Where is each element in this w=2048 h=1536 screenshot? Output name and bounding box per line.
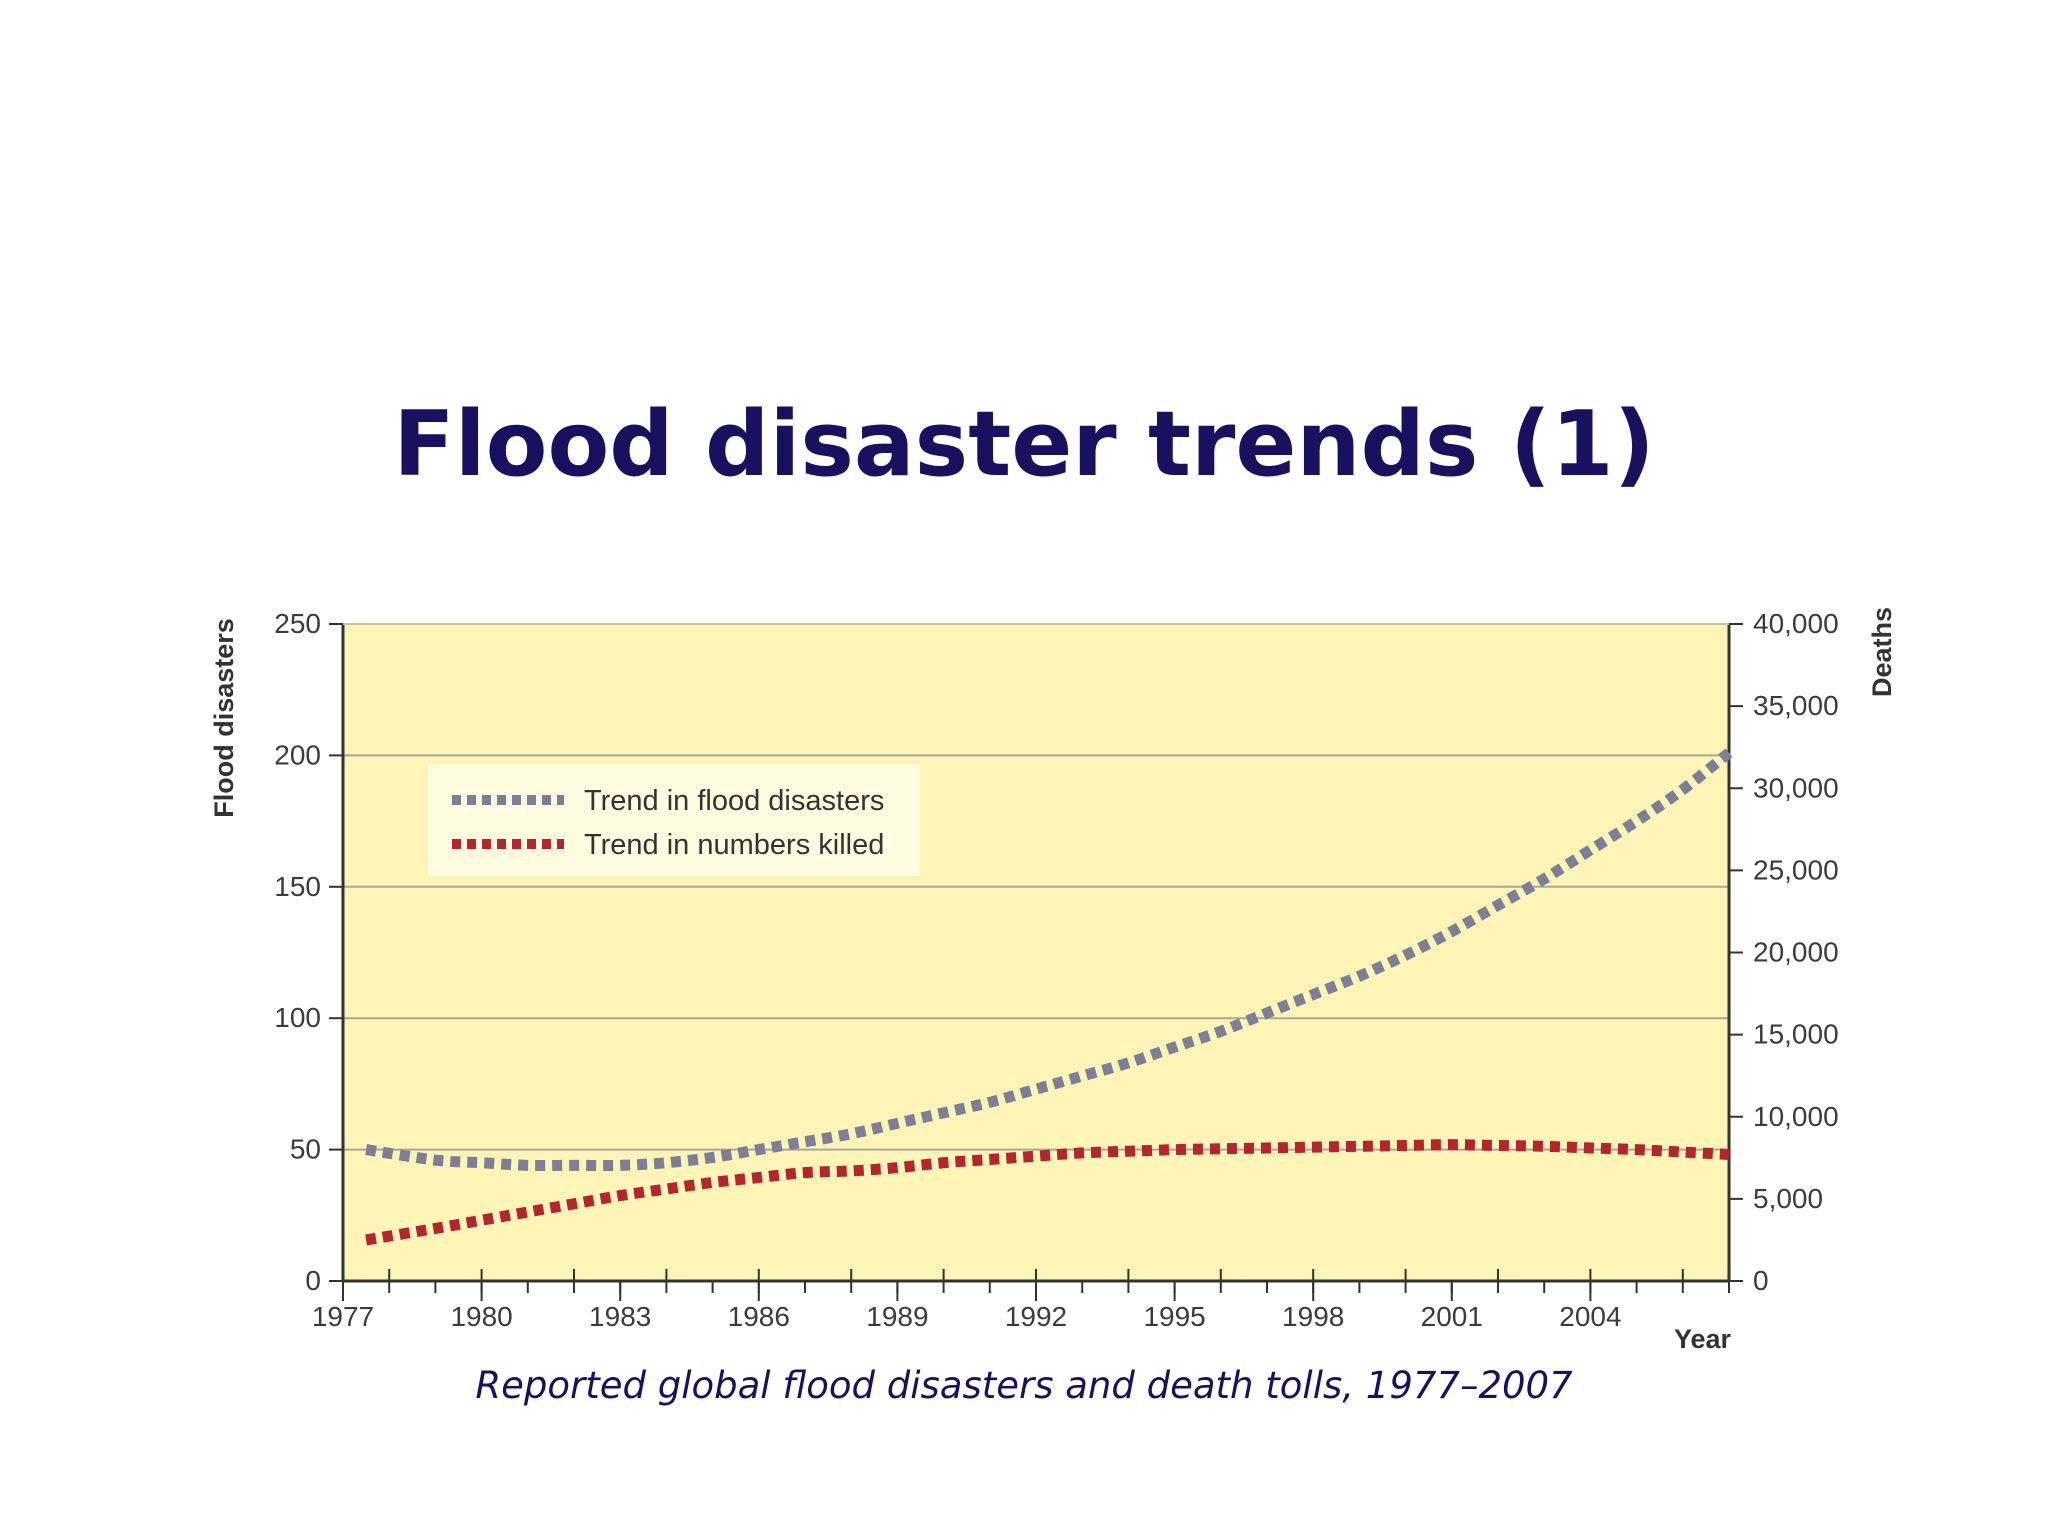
y2-tick-label: 5,000 — [1753, 1183, 1823, 1214]
y2-tick-label: 20,000 — [1753, 937, 1839, 968]
slide-title: Flood disaster trends (1) — [393, 392, 1655, 497]
legend-label-flood: Trend in flood disasters — [584, 785, 884, 817]
y2-tick-label: 40,000 — [1753, 608, 1839, 639]
chart-caption: Reported global flood disasters and deat… — [475, 1364, 1573, 1407]
legend: Trend in flood disasters Trend in number… — [428, 764, 920, 876]
axes: 0 50 100 150 200 250 0 5,000 10,000 15,000 20,000 2… — [274, 608, 1838, 1332]
x-tick-label: 1983 — [589, 1301, 651, 1332]
y2-tick-label: 30,000 — [1753, 772, 1839, 803]
series-numbers-killed — [365, 1139, 1730, 1246]
y2-tick-label: 0 — [1753, 1265, 1769, 1296]
gridlines — [343, 623, 1729, 1151]
y-tick-label: 100 — [274, 1002, 321, 1033]
y2-tick-label: 10,000 — [1753, 1101, 1839, 1132]
y-tick-label: 150 — [274, 871, 321, 902]
x-tick-label: 2004 — [1559, 1301, 1621, 1332]
x-tick-label: 1995 — [1143, 1301, 1205, 1332]
x-axis-title: Year — [1674, 1324, 1732, 1354]
series — [365, 748, 1733, 1246]
y2-axis-title: Deaths — [1867, 607, 1897, 697]
y-tick-label: 0 — [305, 1265, 321, 1296]
x-tick-label: 1992 — [1005, 1301, 1067, 1332]
y2-tick-label: 15,000 — [1753, 1019, 1839, 1050]
x-tick-label: 1989 — [866, 1301, 928, 1332]
x-tick-label: 1998 — [1282, 1301, 1344, 1332]
y2-tick-label: 25,000 — [1753, 854, 1839, 885]
x-tick-label: 1980 — [450, 1301, 512, 1332]
y-tick-label: 50 — [290, 1134, 321, 1165]
legend-box — [428, 764, 920, 876]
series-flood-disasters — [365, 748, 1733, 1172]
x-tick-label: 2001 — [1421, 1301, 1483, 1332]
y-tick-label: 200 — [274, 739, 321, 770]
y2-tick-label: 35,000 — [1753, 690, 1839, 721]
legend-label-killed: Trend in numbers killed — [584, 829, 884, 861]
y-axis-title: Flood disasters — [209, 618, 239, 818]
x-tick-label: 1977 — [312, 1301, 374, 1332]
y-tick-label: 250 — [274, 608, 321, 639]
plot-background — [343, 624, 1729, 1281]
x-tick-label: 1986 — [728, 1301, 790, 1332]
